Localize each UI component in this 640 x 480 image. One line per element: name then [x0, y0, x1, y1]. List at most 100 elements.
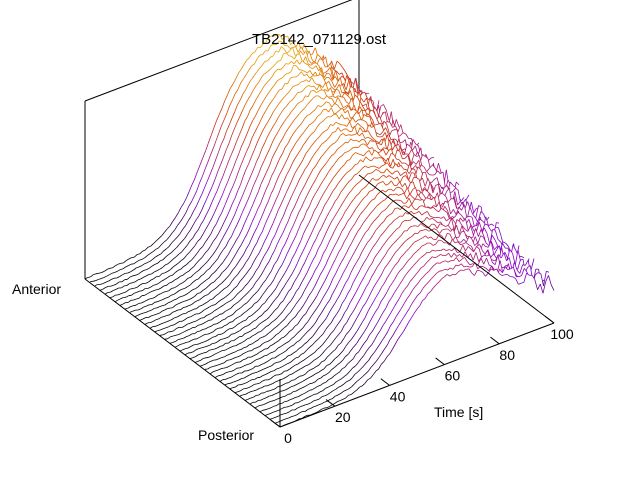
- trace-segment: [408, 172, 412, 181]
- trace-segment: [155, 318, 159, 321]
- trace-segment: [368, 150, 373, 156]
- trace-segment: [255, 173, 260, 181]
- trace-segment: [211, 271, 215, 275]
- trace-segment: [267, 378, 271, 381]
- trace-segment: [133, 298, 137, 301]
- trace-segment: [292, 397, 296, 399]
- trace-segment: [333, 160, 338, 165]
- trace-segment: [223, 296, 227, 299]
- trace-segment: [125, 258, 130, 262]
- trace-segment: [287, 230, 291, 239]
- trace-segment: [352, 152, 356, 156]
- trace-segment: [149, 298, 153, 300]
- trace-segment: [501, 274, 505, 276]
- trace-segment: [297, 308, 302, 313]
- trace-segment: [296, 375, 301, 379]
- trace-segment: [289, 318, 293, 323]
- trace-segment: [258, 357, 262, 360]
- trace-segment: [162, 256, 167, 261]
- trace-segment: [245, 356, 249, 360]
- trace-segment: [211, 179, 216, 187]
- trace-segment: [174, 285, 178, 289]
- trace-segment: [231, 197, 236, 204]
- trace-segment: [407, 268, 412, 273]
- trace-segment: [290, 120, 295, 125]
- trace-segment: [212, 250, 216, 256]
- trace-segment: [179, 313, 184, 316]
- trace-segment: [317, 385, 321, 387]
- trace-segment: [245, 350, 249, 353]
- trace-segment: [351, 164, 356, 169]
- trace-segment: [283, 382, 287, 385]
- trace-segment: [217, 374, 221, 377]
- trace-segment: [363, 114, 368, 117]
- trace-segment: [322, 59, 326, 68]
- trace-segment: [299, 173, 303, 180]
- trace-segment: [355, 362, 359, 367]
- trace-segment: [360, 197, 365, 202]
- trace-segment: [188, 184, 193, 192]
- trace-segment: [470, 248, 474, 253]
- trace-segment: [201, 264, 205, 268]
- trace-segment: [286, 331, 290, 335]
- trace-segment: [290, 385, 294, 388]
- trace-segment: [205, 320, 209, 323]
- trace-segment: [364, 379, 369, 384]
- trace-segment: [407, 182, 411, 190]
- chart-title: TB2142_071129.ost: [252, 31, 387, 48]
- trace-segment: [404, 187, 408, 194]
- trace-segment: [416, 206, 420, 211]
- trace-segment: [327, 385, 331, 388]
- trace-segment: [267, 45, 272, 52]
- trace-segment: [358, 113, 362, 121]
- trace-segment: [265, 201, 269, 208]
- trace-segment: [346, 101, 350, 105]
- trace-segment: [298, 281, 303, 288]
- trace-segment: [311, 286, 315, 292]
- trace-segment: [385, 150, 390, 156]
- trace-segment: [281, 407, 285, 410]
- trace-segment: [378, 211, 383, 216]
- trace-segment: [373, 165, 377, 168]
- trace-segment: [276, 158, 281, 165]
- trace-segment: [262, 189, 267, 197]
- trace-segment: [259, 294, 264, 300]
- trace-segment: [325, 372, 330, 375]
- trace-segment: [167, 260, 172, 265]
- trace-segment: [201, 341, 205, 343]
- trace-segment: [371, 326, 376, 332]
- trace-segment: [353, 139, 357, 142]
- trace-segment: [386, 123, 390, 134]
- trace-segment: [346, 159, 351, 161]
- trace-segment: [136, 259, 140, 263]
- trace-segment: [287, 45, 291, 49]
- trace-segment: [134, 254, 138, 258]
- trace-segment: [418, 256, 422, 260]
- trace-segment: [148, 279, 152, 283]
- trace-segment: [347, 138, 352, 143]
- trace-segment: [306, 73, 310, 79]
- trace-segment: [476, 244, 480, 247]
- trace-segment: [254, 371, 259, 374]
- trace-segment: [243, 351, 247, 354]
- trace-segment: [188, 304, 192, 306]
- trace-segment: [242, 326, 246, 329]
- trace-segment: [180, 203, 184, 208]
- trace-segment: [322, 388, 326, 392]
- trace-segment: [434, 262, 438, 266]
- trace-segment: [326, 225, 330, 232]
- trace-segment: [235, 262, 239, 268]
- trace-segment: [164, 338, 168, 340]
- trace-segment: [282, 358, 286, 361]
- trace-segment: [426, 216, 430, 220]
- trace-segment: [496, 222, 500, 224]
- trace-segment: [382, 111, 386, 115]
- trace-segment: [300, 90, 304, 93]
- trace-segment: [253, 310, 257, 314]
- trace-segment: [207, 338, 211, 341]
- trace-segment: [225, 377, 229, 380]
- trace-segment: [388, 175, 393, 178]
- trace-segment: [352, 223, 356, 228]
- trace-segment: [310, 142, 315, 147]
- trace-segment: [329, 95, 333, 98]
